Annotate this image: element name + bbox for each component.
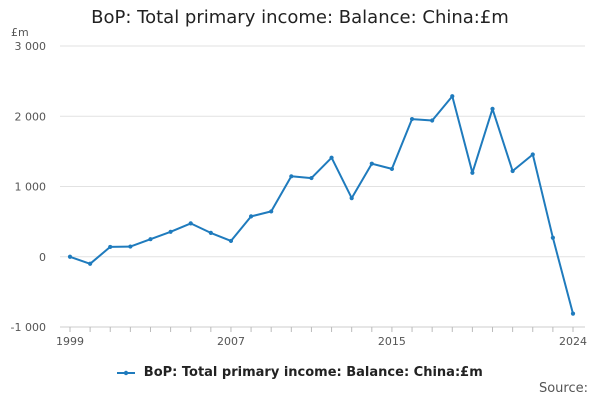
y-tick-label: -1 000	[11, 321, 46, 334]
data-point	[470, 170, 475, 175]
data-point	[430, 118, 435, 123]
x-tick-label: 1999	[56, 335, 84, 348]
data-point	[309, 175, 314, 181]
data-point	[168, 229, 173, 234]
chart-title: BoP: Total primary income: Balance: Chin…	[91, 7, 509, 28]
series-line	[69, 95, 574, 314]
data-point	[228, 238, 234, 244]
x-axis	[60, 326, 585, 332]
source-label: Source:	[538, 381, 588, 396]
data-point	[349, 195, 354, 201]
data-point	[128, 244, 133, 249]
legend-swatch	[117, 370, 136, 375]
legend-label: BoP: Total primary income: Balance: Chin…	[143, 365, 483, 380]
data-point	[269, 209, 274, 214]
data-point	[490, 106, 495, 111]
data-point	[409, 116, 415, 122]
data-point	[329, 155, 334, 160]
data-point	[188, 221, 193, 226]
x-tick-label: 2024	[559, 335, 587, 348]
data-point	[369, 161, 374, 166]
gridlines	[60, 45, 585, 328]
y-tick-label: 1 000	[15, 181, 47, 194]
data-point	[108, 244, 113, 250]
y-tick-label: 0	[39, 251, 46, 264]
x-axis-tick-labels: 1999 2007 2015 2024	[56, 335, 587, 348]
data-point	[88, 261, 93, 266]
data-point	[208, 230, 213, 235]
data-point	[530, 152, 535, 157]
x-tick-label: 2007	[217, 335, 245, 348]
data-point	[510, 168, 515, 174]
data-point	[450, 94, 455, 99]
data-point	[570, 311, 576, 316]
y-axis-unit: £m	[11, 26, 29, 39]
data-point	[389, 166, 395, 172]
data-point	[67, 254, 73, 259]
x-tick-label: 2015	[378, 335, 406, 348]
data-point	[148, 237, 153, 242]
legend[interactable]: BoP: Total primary income: Balance: Chin…	[0, 365, 600, 380]
data-point	[550, 235, 555, 240]
data-point	[289, 174, 294, 179]
y-axis-tick-labels: -1 000 0 1 000 2 000 3 000	[11, 40, 46, 334]
series-layer	[67, 94, 576, 316]
y-tick-label: 3 000	[15, 40, 47, 53]
data-point	[248, 214, 254, 219]
y-tick-label: 2 000	[15, 110, 47, 123]
